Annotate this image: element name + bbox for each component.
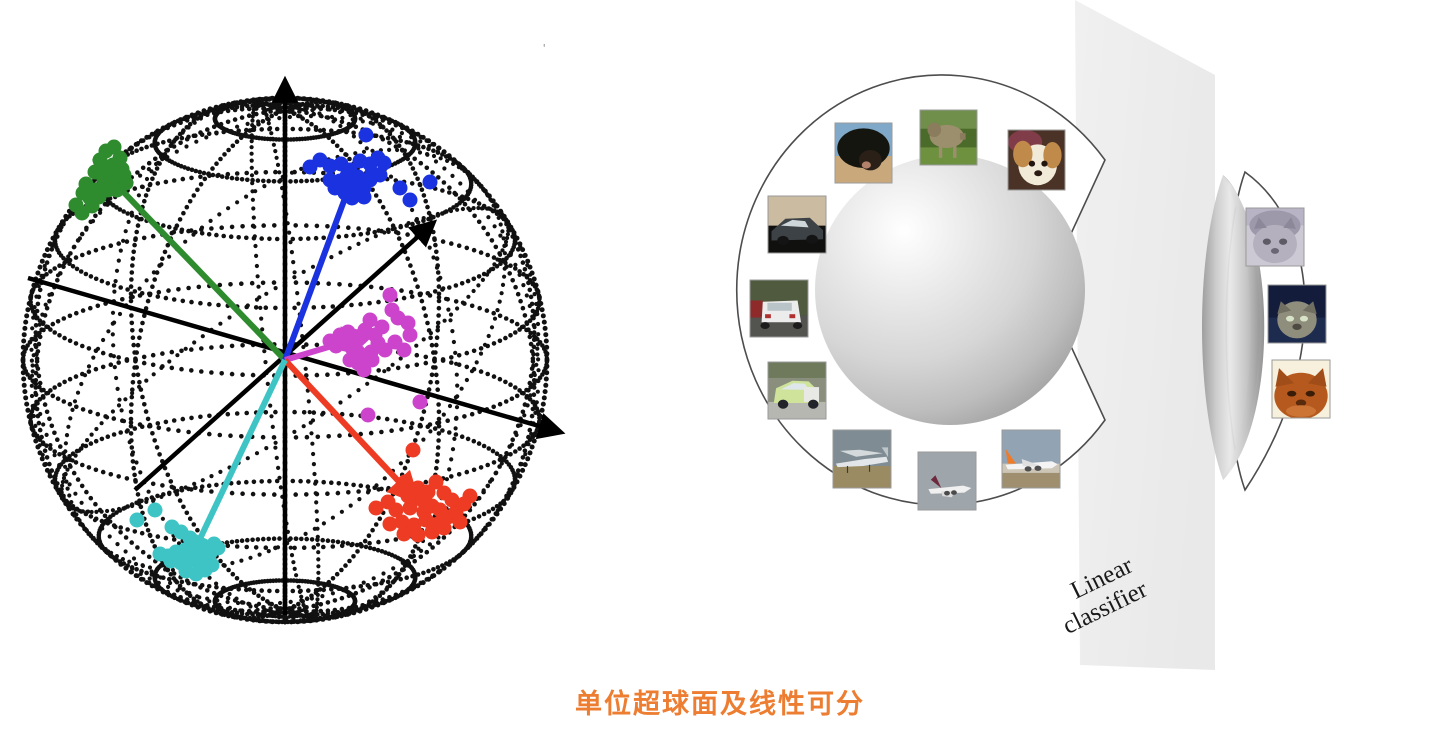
thumb-cat-dark-blue <box>1267 284 1327 344</box>
cyan-point <box>152 546 168 562</box>
thumb-plane-landing <box>917 451 977 511</box>
magenta-point <box>374 319 390 335</box>
thumbnail-images <box>749 109 1331 511</box>
red-point <box>380 494 396 510</box>
red-point <box>428 474 444 490</box>
axis-diagonal-axis-up-right <box>133 219 438 492</box>
red-point <box>368 500 384 516</box>
thumb-dog-jack-russell <box>1007 129 1066 191</box>
hypersphere-linear-classifier-diagram: Linear classifier <box>700 0 1440 700</box>
blue-point <box>350 169 366 185</box>
cyan-point <box>204 557 220 573</box>
green-cluster <box>68 139 134 221</box>
magenta-point <box>412 394 428 410</box>
red-point <box>396 526 412 542</box>
magenta-point <box>354 327 370 343</box>
thumb-dog-black <box>834 122 893 184</box>
green-point <box>118 175 134 191</box>
cyan-class-prototype <box>186 358 288 567</box>
red-point <box>414 492 430 508</box>
linear-classifier-plane <box>1075 0 1215 670</box>
thumb-plane-propeller <box>832 429 892 489</box>
thumb-cat-orange-tabby <box>1271 359 1331 419</box>
thumb-cat-gray-fluffy <box>1245 207 1305 267</box>
slide-caption: 单位超球面及线性可分 <box>575 689 865 720</box>
blue-point <box>356 189 372 205</box>
cyan-point <box>129 512 145 528</box>
green-point <box>75 185 91 201</box>
cyan-point <box>147 502 163 518</box>
red-cluster <box>368 442 478 543</box>
blue-point <box>358 127 374 143</box>
magenta-point <box>356 362 372 378</box>
stray-tick-mark: ' <box>543 41 546 56</box>
red-point <box>397 474 413 490</box>
thumb-plane-orange-tail <box>1001 429 1061 489</box>
magenta-point <box>377 342 393 358</box>
thumb-dog-terrier <box>919 109 978 166</box>
red-point <box>462 488 478 504</box>
magenta-point <box>342 352 358 368</box>
cyan-point <box>210 540 226 556</box>
thumb-car-white-sedan <box>749 279 809 338</box>
thumb-car-sportscar <box>767 195 827 254</box>
green-point <box>106 139 122 155</box>
embedding-point-clusters <box>68 127 478 582</box>
hypersphere-svg <box>20 75 566 625</box>
cyan-cluster <box>129 502 226 582</box>
red-class-prototype <box>282 357 421 505</box>
classifier-svg: Linear classifier <box>735 0 1331 670</box>
red-point <box>394 514 410 530</box>
red-point <box>436 520 452 536</box>
unit-hypersphere-embedding-plot <box>0 30 600 630</box>
red-point <box>410 527 426 543</box>
red-point <box>424 524 440 540</box>
magenta-point <box>402 327 418 343</box>
red-point <box>400 488 416 504</box>
gray-unit-sphere <box>815 155 1085 425</box>
red-point <box>402 500 418 516</box>
red-point <box>452 514 468 530</box>
green-point <box>99 163 115 179</box>
blue-point <box>392 180 408 196</box>
magenta-point <box>360 407 376 423</box>
red-point <box>444 492 460 508</box>
magenta-point <box>364 352 380 368</box>
blue-point <box>376 155 392 171</box>
magenta-point <box>400 315 416 331</box>
green-class-prototype <box>92 159 288 363</box>
magenta-point <box>382 287 398 303</box>
blue-point <box>402 192 418 208</box>
blue-point <box>422 174 438 190</box>
blue-point <box>322 172 338 188</box>
thumb-car-green-smart <box>767 361 827 420</box>
blue-class-prototype <box>282 165 361 362</box>
magenta-cluster <box>322 287 428 423</box>
magenta-point <box>396 342 412 358</box>
blue-cluster <box>302 127 438 208</box>
red-point <box>405 442 421 458</box>
red-point <box>418 512 434 528</box>
blue-point <box>372 167 388 183</box>
red-point <box>382 516 398 532</box>
